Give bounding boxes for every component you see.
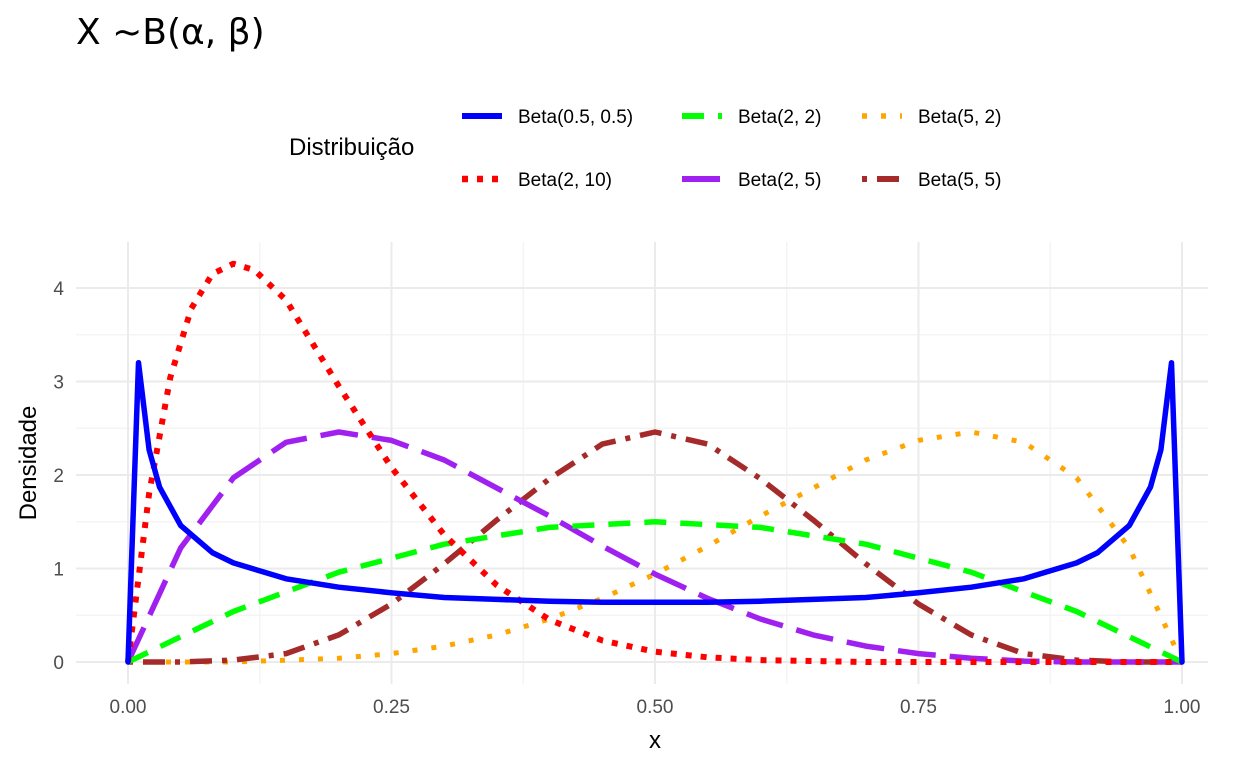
- series-line-beta-2-2: [126, 519, 1184, 665]
- legend-label: Beta(0.5, 0.5): [518, 107, 633, 128]
- y-tick-label: 1: [53, 560, 64, 581]
- legend-label: Beta(2, 10): [518, 170, 612, 191]
- grid: [76, 242, 1208, 684]
- series-line-beta-5-5: [128, 429, 1182, 665]
- legend-label: Beta(5, 2): [918, 107, 1001, 128]
- x-axis-label: x: [649, 727, 661, 754]
- legend-label: Beta(2, 2): [738, 107, 821, 128]
- legend-title: Distribuição: [289, 134, 414, 161]
- x-tick-label: 1.00: [1164, 697, 1201, 718]
- x-tick-label: 0.00: [110, 697, 147, 718]
- series-line-beta-0-5-0-5: [125, 360, 1185, 665]
- x-tick-label: 0.25: [373, 697, 410, 718]
- x-tick-label: 0.75: [900, 697, 937, 718]
- y-tick-label: 2: [53, 466, 64, 487]
- x-tick-label: 0.50: [637, 697, 674, 718]
- y-axis-label: Densidade: [15, 406, 42, 521]
- y-tick-label: 0: [53, 653, 64, 674]
- y-tick-label: 4: [53, 279, 64, 300]
- y-tick-label: 3: [53, 373, 64, 394]
- legend: Distribuição Beta(0.5, 0.5) Beta(2, 10) Bet…: [289, 107, 1001, 191]
- legend-label: Beta(5, 5): [918, 170, 1001, 191]
- chart-title: X ~B(α, β): [76, 12, 265, 53]
- series-lines: [125, 260, 1185, 665]
- legend-label: Beta(2, 5): [738, 170, 821, 191]
